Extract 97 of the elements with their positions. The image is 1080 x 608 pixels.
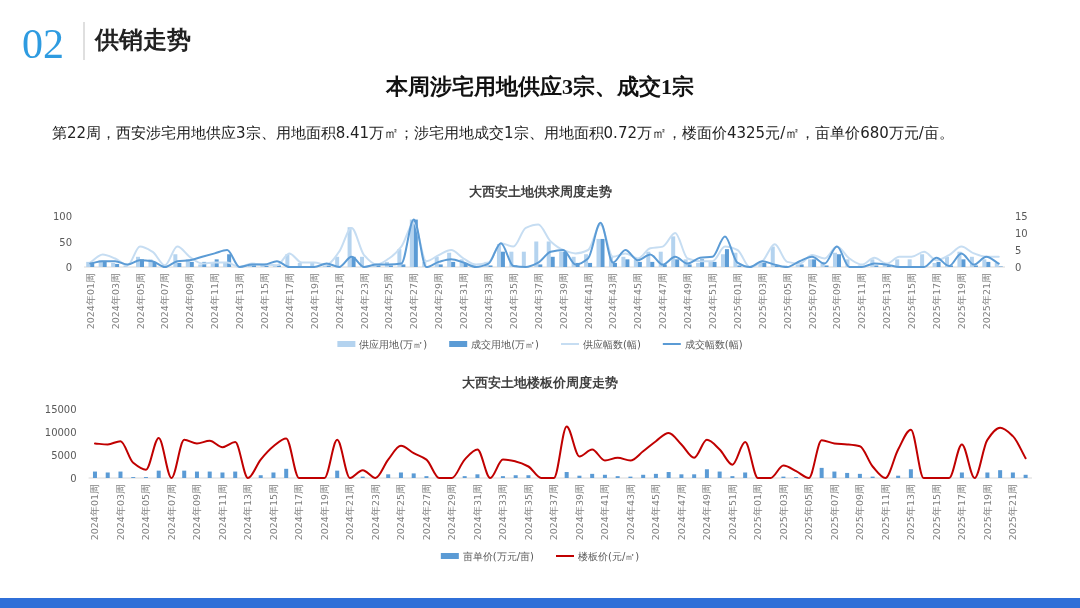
x-tick-label: 2025年11周 [879, 484, 891, 541]
x-tick-label: 2025年07周 [806, 273, 818, 330]
x-tick-label: 2025年03周 [777, 484, 789, 541]
x-tick-label: 2024年09周 [184, 273, 196, 330]
x-tick-label: 2024年41周 [599, 484, 611, 541]
x-tick-label: 2024年07周 [159, 273, 171, 330]
x-tick-label: 2024年51周 [707, 273, 719, 330]
x-tick-label: 2024年27周 [408, 273, 420, 330]
legend-label: 供应用地(万㎡) [359, 339, 428, 350]
legend-label: 供应幅数(幅) [583, 339, 641, 350]
legend-label: 亩单价(万元/亩) [462, 551, 535, 562]
x-tick-label: 2024年11周 [209, 273, 221, 330]
x-tick-label: 2024年45周 [650, 484, 662, 541]
x-tick-label: 2025年03周 [756, 273, 768, 330]
x-tick-label: 2024年39周 [557, 273, 569, 330]
y2-tick-label: 0 [1015, 262, 1022, 273]
y-tick-label: 10000 [44, 427, 77, 438]
x-tick-label: 2024年23周 [358, 273, 370, 330]
y-tick-label: 100 [52, 211, 72, 222]
x-tick-label: 2024年31周 [471, 484, 483, 541]
x-tick-label: 2024年05周 [140, 484, 152, 541]
x-tick-label: 2024年23周 [369, 484, 381, 541]
x-tick-label: 2025年21周 [1007, 484, 1019, 541]
x-tick-label: 2024年07周 [165, 484, 177, 541]
x-tick-label: 2024年05周 [134, 273, 146, 330]
x-tick-label: 2024年31周 [458, 273, 470, 330]
x-tick-label: 2025年17周 [931, 273, 943, 330]
x-tick-label: 2024年17周 [293, 484, 305, 541]
chart-title: 大西安土地楼板价周度走势 [462, 375, 618, 390]
text: 02 [22, 21, 64, 67]
text: 本周涉宅用地供应3宗、成交1宗 [385, 74, 694, 99]
x-tick-label: 2024年35周 [507, 273, 519, 330]
y2-tick-label: 5 [1015, 245, 1022, 256]
x-tick-label: 2024年35周 [522, 484, 534, 541]
y2-tick-label: 15 [1015, 211, 1028, 222]
x-tick-label: 2024年21周 [333, 273, 345, 330]
x-tick-label: 2024年19周 [318, 484, 330, 541]
x-tick-label: 2024年13周 [242, 484, 254, 541]
x-tick-label: 2024年13周 [234, 273, 246, 330]
x-tick-label: 2024年25周 [395, 484, 407, 541]
x-tick-label: 2024年39周 [573, 484, 585, 541]
x-tick-label: 2024年51周 [726, 484, 738, 541]
x-tick-label: 2024年37周 [532, 273, 544, 330]
x-tick-label: 2025年13周 [905, 484, 917, 541]
x-tick-label: 2025年01周 [731, 273, 743, 330]
legend-label: 楼板价(元/㎡) [578, 551, 640, 562]
legend-label: 成交用地(万㎡) [471, 339, 540, 350]
y-tick-label: 15000 [44, 404, 77, 415]
x-tick-label: 2025年09周 [831, 273, 843, 330]
x-tick-label: 2025年21周 [980, 273, 992, 330]
x-tick-label: 2024年01周 [84, 273, 96, 330]
x-tick-label: 2025年01周 [752, 484, 764, 541]
x-tick-label: 2024年47周 [675, 484, 687, 541]
x-tick-label: 2024年09周 [191, 484, 203, 541]
x-tick-label: 2025年15周 [906, 273, 918, 330]
x-tick-label: 2024年19周 [308, 273, 320, 330]
text: 第22周，西安涉宅用地供应3宗、用地面积8.41万㎡；涉宅用地成交1宗、用地面积0.72万㎡，楼面价4325元/㎡，亩单价680万元/亩。 [52, 124, 954, 142]
x-tick-label: 2024年47周 [657, 273, 669, 330]
x-tick-label: 2024年37周 [548, 484, 560, 541]
x-tick-label: 2025年15周 [930, 484, 942, 541]
x-tick-label: 2024年25周 [383, 273, 395, 330]
text: 供销走势 [94, 26, 191, 54]
legend-label: 成交幅数(幅) [684, 339, 743, 350]
x-tick-label: 2024年15周 [258, 273, 270, 330]
y2-tick-label: 10 [1015, 228, 1028, 239]
x-tick-label: 2024年15周 [267, 484, 279, 541]
x-tick-label: 2025年19周 [955, 273, 967, 330]
x-tick-label: 2025年13周 [881, 273, 893, 330]
x-tick-label: 2024年43周 [607, 273, 619, 330]
x-tick-label: 2025年19周 [981, 484, 993, 541]
x-tick-label: 2025年07周 [828, 484, 840, 541]
x-tick-label: 2024年29周 [433, 273, 445, 330]
x-tick-label: 2024年27周 [420, 484, 432, 541]
y-tick-label: 50 [59, 236, 72, 248]
x-tick-label: 2024年33周 [482, 273, 494, 330]
x-tick-label: 2025年05周 [781, 273, 793, 330]
x-tick-label: 2024年49周 [701, 484, 713, 541]
x-tick-label: 2024年33周 [497, 484, 509, 541]
x-tick-label: 2024年43周 [624, 484, 636, 541]
y-tick-label: 0 [70, 473, 77, 484]
x-tick-label: 2025年05周 [803, 484, 815, 541]
x-tick-label: 2025年09周 [854, 484, 866, 541]
x-tick-label: 2025年17周 [956, 484, 968, 541]
x-tick-label: 2024年17周 [283, 273, 295, 330]
x-tick-label: 2025年11周 [856, 273, 868, 330]
x-tick-label: 2024年01周 [89, 484, 101, 541]
y-tick-label: 0 [65, 262, 72, 273]
x-tick-label: 2024年03周 [109, 273, 121, 330]
x-tick-label: 2024年21周 [344, 484, 356, 541]
x-tick-label: 2024年45周 [632, 273, 644, 330]
y-tick-label: 5000 [51, 450, 77, 461]
x-tick-label: 2024年29周 [446, 484, 458, 541]
x-tick-label: 2024年11周 [216, 484, 228, 541]
x-tick-label: 2024年03周 [114, 484, 126, 541]
x-tick-label: 2024年49周 [682, 273, 694, 330]
chart-title: 大西安土地供求周度走势 [468, 184, 612, 199]
x-tick-label: 2024年41周 [582, 273, 594, 330]
